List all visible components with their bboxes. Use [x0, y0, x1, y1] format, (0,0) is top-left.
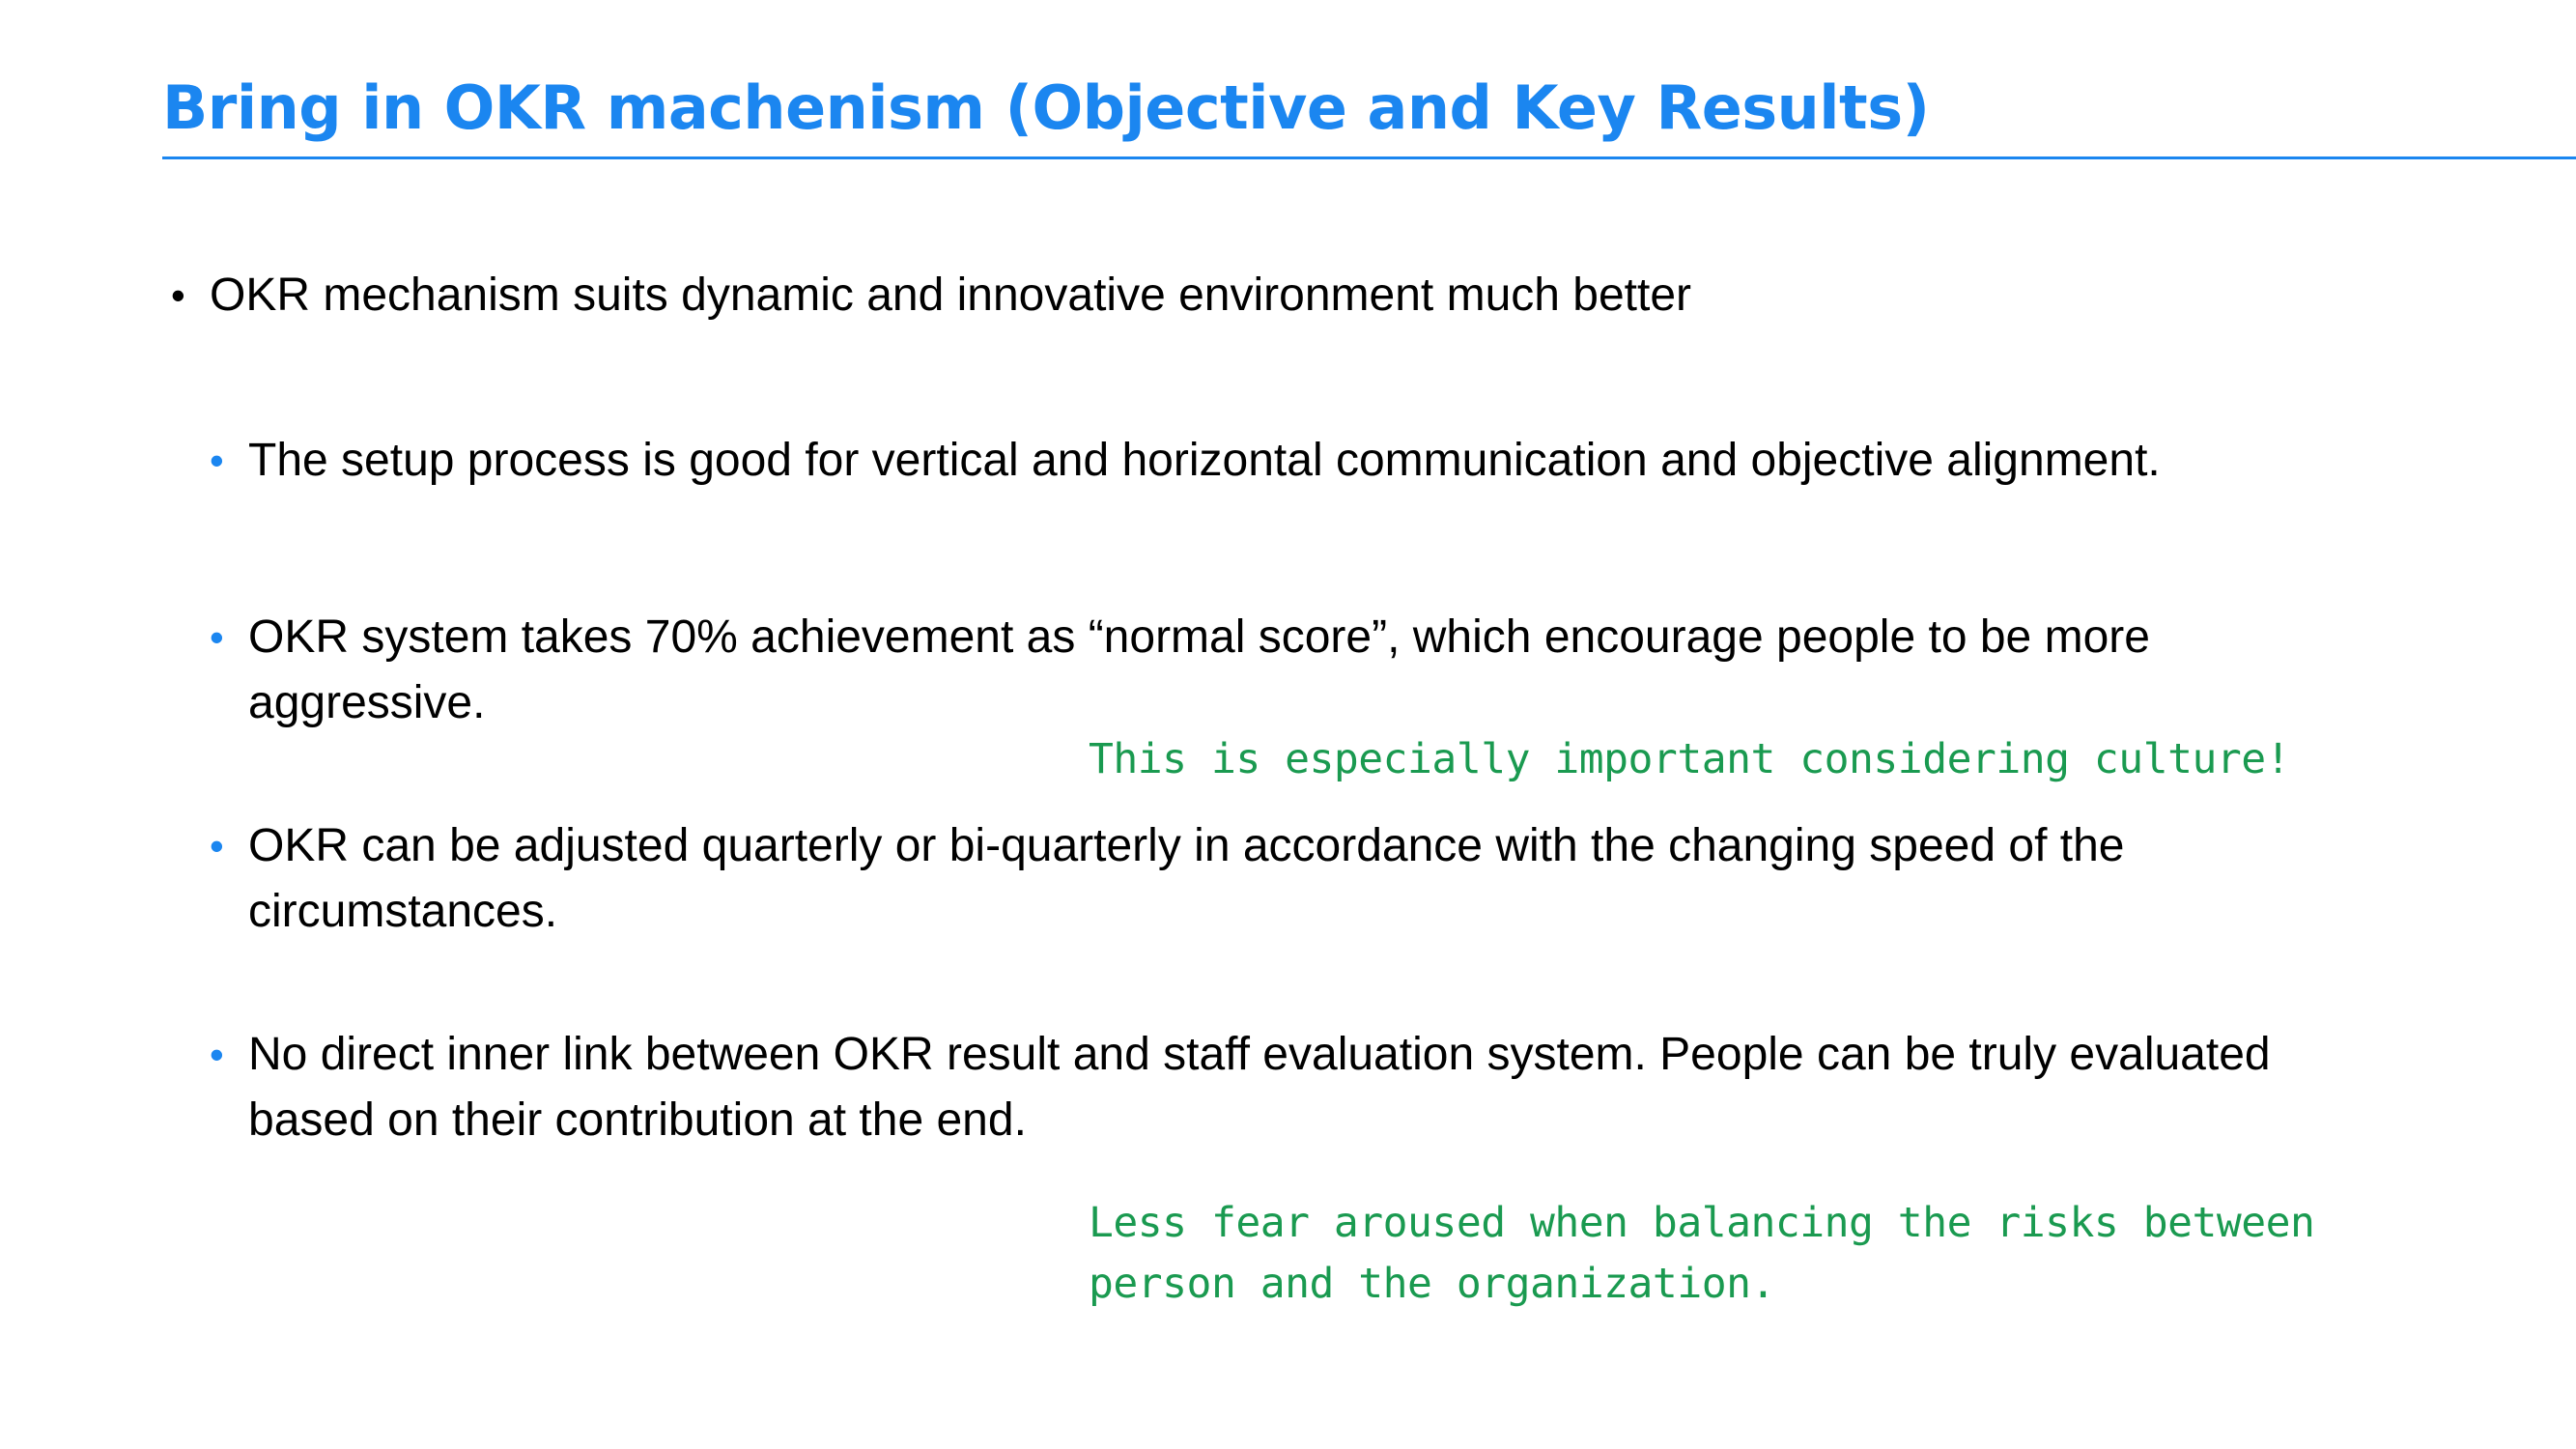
title-underline: [162, 156, 2576, 159]
slide-title: Bring in OKR machenism (Objective and Ke…: [162, 72, 1930, 143]
bullet-main: • OKR mechanism suits dynamic and innova…: [171, 263, 2431, 328]
bullet-icon: •: [210, 614, 224, 660]
bullet-icon: •: [171, 272, 185, 318]
note-less-fear: Less fear aroused when balancing the ris…: [1089, 1193, 2315, 1315]
bullet-adjusted-quarterly: • OKR can be adjusted quarterly or bi-qu…: [210, 813, 2325, 945]
bullet-icon: •: [210, 1032, 224, 1077]
note-line: This is especially important considering…: [1089, 735, 2291, 783]
note-culture: This is especially important considering…: [1089, 729, 2291, 790]
bullet-text: OKR can be adjusted quarterly or bi-quar…: [248, 820, 2125, 937]
note-line: Less fear aroused when balancing the ris…: [1089, 1199, 2315, 1247]
bullet-normal-score: • OKR system takes 70% achievement as “n…: [210, 605, 2325, 736]
note-line: person and the organization.: [1089, 1260, 1775, 1308]
bullet-icon: •: [210, 438, 224, 483]
bullet-text: OKR system takes 70% achievement as “nor…: [248, 611, 2150, 728]
bullet-setup-process: • The setup process is good for vertical…: [210, 428, 2470, 494]
bullet-text: The setup process is good for vertical a…: [248, 435, 2161, 486]
bullet-text: No direct inner link between OKR result …: [248, 1029, 2271, 1146]
bullet-staff-evaluation: • No direct inner link between OKR resul…: [210, 1022, 2325, 1153]
bullet-icon: •: [210, 823, 224, 868]
bullet-text: OKR mechanism suits dynamic and innovati…: [210, 270, 1692, 321]
